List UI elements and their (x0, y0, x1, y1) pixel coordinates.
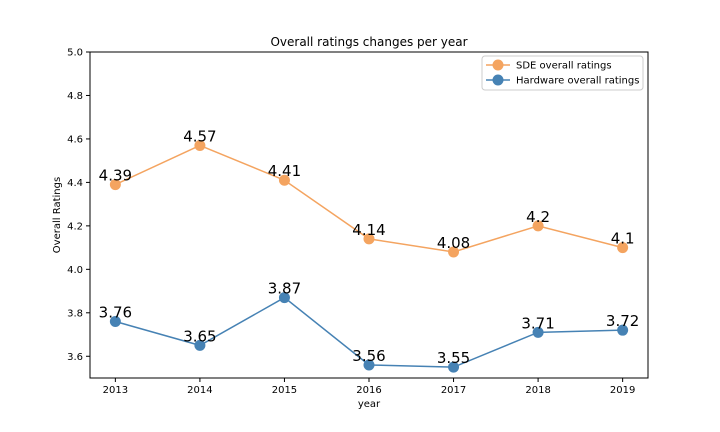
data-label: 3.72 (606, 312, 639, 330)
data-label: 3.87 (268, 280, 301, 298)
data-point (109, 179, 121, 191)
data-label: 4.39 (99, 167, 132, 185)
data-point (448, 246, 460, 258)
x-tick-label: 2016 (356, 385, 381, 396)
legend-marker (492, 74, 504, 86)
y-tick-label: 3.8 (67, 308, 83, 319)
legend-label: Hardware overall ratings (516, 76, 639, 87)
data-label: 3.76 (99, 303, 132, 321)
data-label: 4.1 (611, 230, 635, 248)
x-tick-label: 2017 (441, 385, 466, 396)
plot-area (89, 51, 649, 379)
data-point (448, 361, 460, 373)
y-tick-label: 4.2 (67, 221, 83, 232)
data-label: 3.55 (437, 349, 470, 367)
legend-marker (492, 59, 504, 71)
data-label: 4.41 (268, 162, 301, 180)
legend-label: SDE overall ratings (516, 61, 612, 72)
data-point (617, 324, 629, 336)
y-tick-label: 3.6 (67, 352, 83, 363)
y-tick-label: 4.6 (67, 134, 83, 145)
legend-box (481, 55, 644, 91)
data-label: 3.65 (183, 327, 216, 345)
data-point (194, 339, 206, 351)
x-tick-label: 2019 (610, 385, 635, 396)
x-tick-label: 2015 (272, 385, 297, 396)
y-tick-label: 4.4 (67, 178, 83, 189)
data-point (109, 315, 121, 327)
legend: SDE overall ratings Hardware overall rati… (481, 55, 644, 91)
x-tick-label: 2018 (525, 385, 550, 396)
y-axis: 3.6 3.8 4.0 4.2 4.4 4.6 4.8 5.0 (67, 48, 90, 363)
data-point (532, 326, 544, 338)
data-point (532, 220, 544, 232)
chart-title: Overall ratings changes per year (270, 35, 467, 49)
x-axis-title: year (358, 399, 381, 410)
x-tick-label: 2014 (187, 385, 212, 396)
data-label: 4.14 (352, 221, 385, 239)
data-label: 4.57 (183, 127, 216, 145)
data-point (278, 174, 290, 186)
series-layer: 4.39 4.57 4.41 4.14 4.08 4.2 4.1 3.76 3.65 3.87 3.… (99, 127, 639, 373)
y-tick-label: 4.0 (67, 265, 83, 276)
data-label: 3.56 (352, 347, 385, 365)
y-axis-title: Overall Ratings (52, 177, 63, 253)
data-label: 3.71 (521, 314, 554, 332)
data-label: 4.2 (526, 208, 550, 226)
data-point (617, 242, 629, 254)
data-label: 4.08 (437, 234, 470, 252)
data-point (194, 139, 206, 151)
y-tick-label: 5.0 (67, 48, 83, 59)
data-point (363, 359, 375, 371)
y-tick-label: 4.8 (67, 91, 83, 102)
data-point (278, 292, 290, 304)
data-point (363, 233, 375, 245)
x-tick-label: 2013 (103, 385, 128, 396)
x-axis: 2013 2014 2015 2016 2017 2018 2019 (103, 378, 635, 396)
